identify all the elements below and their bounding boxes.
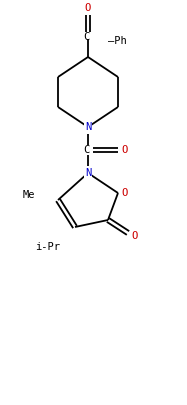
Text: C: C — [83, 32, 89, 42]
Text: O: O — [122, 145, 128, 155]
Text: Me: Me — [22, 190, 35, 200]
Text: O: O — [85, 3, 91, 13]
Text: N: N — [85, 122, 91, 132]
Text: C: C — [83, 145, 89, 155]
Text: O: O — [122, 188, 128, 198]
Text: O: O — [132, 231, 138, 241]
Text: N: N — [85, 168, 91, 178]
Text: i-Pr: i-Pr — [36, 242, 61, 252]
Text: —Ph: —Ph — [108, 36, 127, 46]
